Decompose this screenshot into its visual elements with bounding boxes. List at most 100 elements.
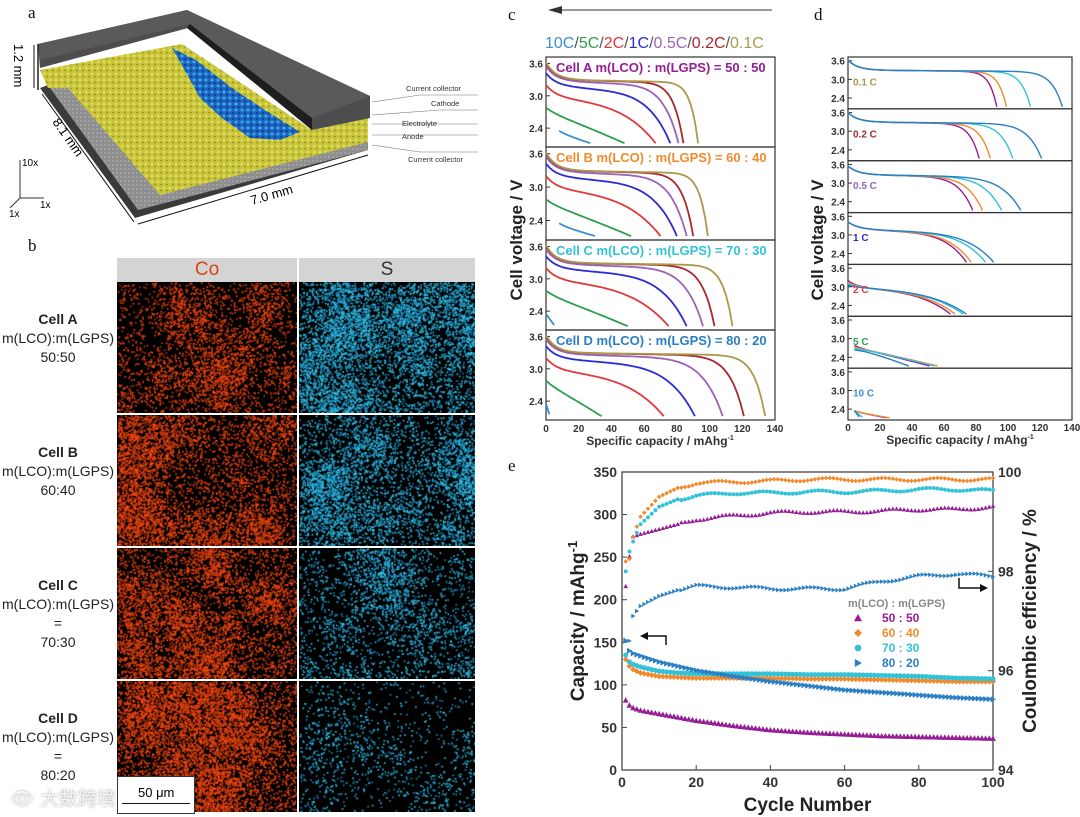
y-axis-label: Cell voltage / V [507,179,526,301]
ce-point [838,508,844,513]
capacity-point [926,734,933,740]
subplot-title: Cell A m(LCO) : m(LGPS) = 50 : 50 [556,60,766,75]
ce-point [846,478,851,483]
capacity-point [823,684,830,691]
ce-point [627,549,632,554]
svg-text:1.2 mm: 1.2 mm [11,44,26,87]
ce-point [764,477,769,483]
capacity-point [678,714,685,721]
capacity-point [697,667,703,674]
ce-point [642,601,647,607]
ce-point [664,524,669,529]
svg-text:Current collector: Current collector [408,155,464,164]
rate-label: 0.1 C [853,78,877,89]
y-tick-label: 3.0 [831,127,845,138]
capacity-point [886,733,893,739]
ce-point [857,582,862,587]
capacity-point [905,673,911,679]
ce-point [905,489,910,493]
capacity-point [782,680,789,687]
ce-point [972,477,977,483]
ce-point [646,515,650,520]
ce-point [757,489,762,494]
ce-point [894,506,899,511]
curve-cell-C-0.1C [545,244,734,327]
ce-point [753,479,758,485]
ce-point [879,475,884,481]
capacity-point [675,663,681,670]
ce-point [931,475,936,481]
ce-point [623,569,628,574]
capacity-point [879,672,885,679]
capacity-point [953,675,959,681]
capacity-point [656,658,663,665]
curve-0.2C-cell-D [847,112,1043,159]
ce-point [942,487,947,492]
capacity-point [960,675,966,681]
ce-point [827,587,833,592]
ce-point [975,506,981,511]
capacity-point [964,695,971,702]
capacity-point [649,656,655,663]
y2-tick-label: 100 [998,464,1022,480]
capacity-point [800,675,807,682]
curve-cell-A-10C [558,130,591,144]
capacity-point [916,673,922,679]
capacity-point [767,671,773,677]
subplot-5C-frame [847,315,1073,369]
capacity-point [871,672,877,678]
ce-point [816,510,821,515]
capacity-point [857,687,863,694]
ce-point [750,584,755,589]
capacity-point [883,689,889,696]
ce-point [772,490,777,495]
capacity-point [689,674,696,681]
ce-point [805,585,810,590]
ce-point [827,508,833,513]
ce-point [798,585,803,591]
capacity-point [775,671,781,677]
capacity-point [849,687,856,694]
ce-point [816,488,821,493]
capacity-point [942,674,948,681]
ce-point [742,513,747,518]
ce-point [883,488,888,493]
ce-point [968,571,974,576]
ce-point [660,503,665,508]
capacity-point [760,677,766,684]
x-tick-label: 0 [543,424,549,435]
capacity-point [674,674,681,681]
capacity-point [960,734,967,741]
ce-point [734,480,740,485]
ce-point [927,476,933,481]
capacity-point [797,675,804,682]
ce-point [686,484,692,489]
ce-point [820,475,825,481]
capacity-point [904,677,911,684]
legend-marker-icon [854,629,862,637]
ce-point [983,505,988,510]
panel-label-d: d [814,5,823,24]
column-header-co: Co [117,258,297,282]
watermark: 👁︎ 大数跨境 [10,788,117,810]
ce-point [638,522,643,527]
ce-point [645,529,651,534]
ce-point [976,487,981,492]
capacity-point [659,673,666,680]
ce-point [694,582,699,588]
ce-point [965,571,970,577]
capacity-point [908,733,915,740]
rate-label: 0.2 C [853,129,877,140]
capacity-point [886,676,893,683]
capacity-point [945,734,952,740]
svg-text:7.0 mm: 7.0 mm [249,182,295,208]
capacity-point [957,675,963,681]
ce-point [820,586,825,591]
y-tick-label: 3.0 [529,183,543,194]
ce-point [812,488,817,493]
ce-point [835,490,840,495]
capacity-point [808,672,814,678]
ce-point [798,491,803,495]
series-A [622,503,996,741]
series-B [622,475,996,685]
